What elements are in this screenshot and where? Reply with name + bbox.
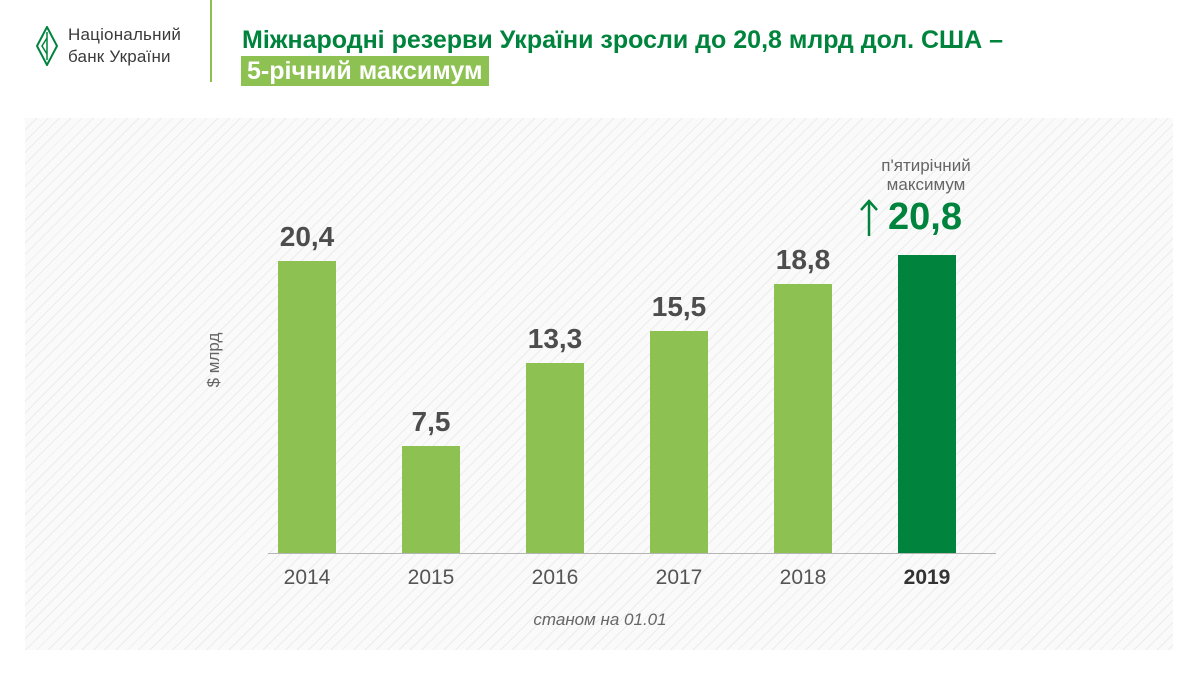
bar-2014 [278, 261, 336, 553]
bar-2018 [774, 283, 832, 553]
value-label-2016: 13,3 [527, 322, 583, 354]
bar-2016 [526, 362, 584, 553]
as-of-date-note: станом на 01.01 [533, 610, 667, 629]
nbu-logo: Національний банк України [36, 24, 181, 68]
x-axis-line [268, 553, 996, 554]
bar-2019 [898, 255, 956, 553]
page-title: Міжнародні резерви України зросли до 20,… [242, 26, 1004, 54]
logo-text: Національний банк України [68, 24, 181, 68]
max-annotation-value: 20,8 [888, 196, 962, 238]
value-label-2015: 7,5 [411, 405, 451, 437]
value-label-2014: 20,4 [279, 221, 335, 252]
arrow-up-icon [860, 198, 878, 236]
header-divider [210, 0, 212, 82]
logo-line-2: банк України [68, 47, 171, 66]
max-annotation: 20,8 [858, 196, 962, 239]
x-tick-2018: 2018 [779, 566, 827, 589]
x-tick-2017: 2017 [655, 566, 703, 589]
x-tick-2014: 2014 [283, 566, 331, 589]
nbu-emblem-icon [36, 26, 58, 66]
page-subtitle-highlight: 5-річний максимум [241, 56, 489, 86]
value-label-2017: 15,5 [651, 291, 707, 323]
chart-background [25, 118, 1173, 650]
x-tick-2016: 2016 [531, 566, 579, 589]
bar-2015 [402, 445, 460, 553]
y-axis-label: $ млрд [204, 332, 223, 388]
value-label-2018: 18,8 [775, 243, 831, 275]
logo-line-1: Національний [68, 25, 182, 44]
x-tick-2019: 2019 [903, 566, 951, 589]
x-tick-2015: 2015 [407, 566, 455, 589]
bar-2017 [650, 331, 708, 553]
max-annotation-label: п'ятирічний максимум [881, 156, 971, 194]
